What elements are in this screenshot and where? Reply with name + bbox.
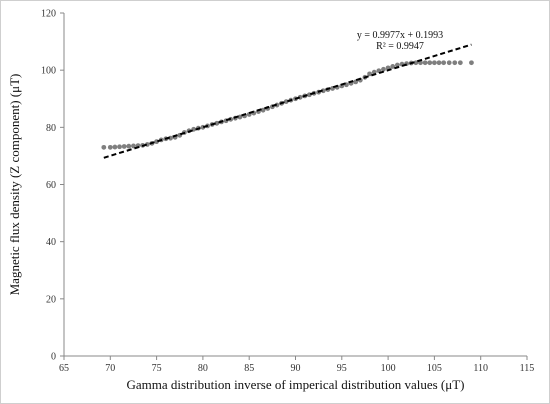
y-tick-labels: 0 20 40 60 80 100 120 [41,9,64,363]
y-tick-label: 120 [41,9,56,20]
x-tick-labels: 65 70 75 80 85 90 95 100 105 110 115 [59,356,534,374]
data-point [107,144,113,150]
trendline-equation: y = 0.9977x + 0.1993 [357,30,443,41]
data-point [117,144,122,150]
data-point [457,60,463,66]
y-axis-title: Magnetic flux density (Z component) (μT) [7,74,22,296]
x-tick-label: 75 [152,363,162,374]
data-point [427,60,433,66]
x-tick-label: 95 [337,363,347,374]
data-point [452,60,458,66]
data-point [367,71,372,77]
data-point [260,107,266,113]
data-point [413,60,419,66]
y-tick-label: 40 [46,237,56,248]
data-point [237,114,243,120]
x-tick-label: 100 [381,363,396,374]
data-point [121,144,127,149]
x-tick-label: 105 [427,363,442,374]
y-tick-label: 20 [46,294,56,305]
trendline [103,43,472,159]
y-tick-label: 60 [46,180,56,191]
x-tick-label: 110 [473,363,488,374]
data-point [432,60,437,66]
x-tick-label: 115 [520,363,535,374]
data-point [469,60,474,66]
data-point [112,144,118,150]
y-tick-label: 0 [51,352,56,363]
data-point [436,60,442,66]
data-point [446,60,452,66]
r-squared-label: R² = 0.9947 [376,41,424,52]
data-point [131,143,136,149]
x-axis-title: Gamma distribution inverse of imperical … [126,377,464,392]
x-tick-label: 80 [198,363,208,374]
data-points [101,60,474,150]
x-tick-label: 85 [244,363,254,374]
x-tick-label: 70 [105,363,115,374]
y-tick-label: 100 [41,66,56,77]
data-point [390,64,396,69]
x-tick-label: 90 [291,363,301,374]
axes [63,13,527,357]
data-point [422,60,428,66]
y-tick-label: 80 [46,123,56,134]
data-point [441,60,447,66]
x-tick-label: 65 [59,363,69,374]
data-point [126,143,132,149]
data-point [214,120,220,126]
data-point [381,66,386,72]
data-point [101,144,107,150]
